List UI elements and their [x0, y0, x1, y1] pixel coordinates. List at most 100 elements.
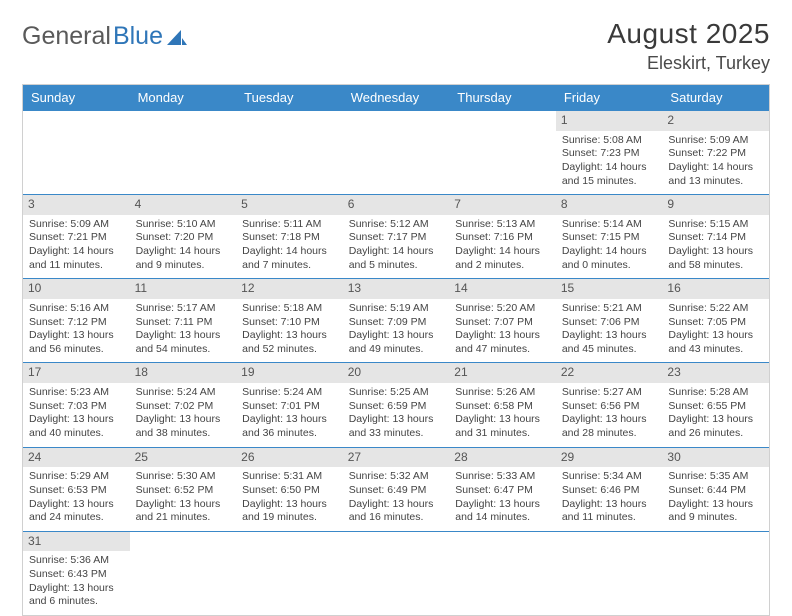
sunset-text: Sunset: 7:03 PM [29, 400, 124, 414]
week-row: 31Sunrise: 5:36 AMSunset: 6:43 PMDayligh… [23, 532, 769, 616]
day-cell: 21Sunrise: 5:26 AMSunset: 6:58 PMDayligh… [449, 363, 556, 446]
day-number: 9 [662, 195, 769, 215]
daylight-text: and 26 minutes. [668, 427, 763, 441]
day-number: 4 [130, 195, 237, 215]
daylight-text: and 47 minutes. [455, 343, 550, 357]
empty-cell [236, 111, 343, 194]
day-cell: 18Sunrise: 5:24 AMSunset: 7:02 PMDayligh… [130, 363, 237, 446]
sunrise-text: Sunrise: 5:35 AM [668, 470, 763, 484]
day-number: 23 [662, 363, 769, 383]
day-cell: 3Sunrise: 5:09 AMSunset: 7:21 PMDaylight… [23, 195, 130, 278]
daylight-text: and 0 minutes. [562, 259, 657, 273]
sunset-text: Sunset: 7:10 PM [242, 316, 337, 330]
day-cell: 23Sunrise: 5:28 AMSunset: 6:55 PMDayligh… [662, 363, 769, 446]
week-row: 3Sunrise: 5:09 AMSunset: 7:21 PMDaylight… [23, 195, 769, 279]
daylight-text: Daylight: 14 hours [455, 245, 550, 259]
daylight-text: and 21 minutes. [136, 511, 231, 525]
daylight-text: and 16 minutes. [349, 511, 444, 525]
daylight-text: and 38 minutes. [136, 427, 231, 441]
day-number: 28 [449, 448, 556, 468]
daylight-text: and 24 minutes. [29, 511, 124, 525]
daylight-text: and 14 minutes. [455, 511, 550, 525]
day-header: Sunday [23, 85, 130, 111]
daylight-text: Daylight: 14 hours [29, 245, 124, 259]
daylight-text: and 45 minutes. [562, 343, 657, 357]
day-cell: 27Sunrise: 5:32 AMSunset: 6:49 PMDayligh… [343, 448, 450, 531]
sunrise-text: Sunrise: 5:18 AM [242, 302, 337, 316]
day-number: 30 [662, 448, 769, 468]
day-number: 11 [130, 279, 237, 299]
sunset-text: Sunset: 7:02 PM [136, 400, 231, 414]
week-row: 17Sunrise: 5:23 AMSunset: 7:03 PMDayligh… [23, 363, 769, 447]
sunrise-text: Sunrise: 5:11 AM [242, 218, 337, 232]
sunrise-text: Sunrise: 5:33 AM [455, 470, 550, 484]
day-number: 2 [662, 111, 769, 131]
sunrise-text: Sunrise: 5:17 AM [136, 302, 231, 316]
day-number: 12 [236, 279, 343, 299]
week-row: 10Sunrise: 5:16 AMSunset: 7:12 PMDayligh… [23, 279, 769, 363]
daylight-text: Daylight: 13 hours [668, 245, 763, 259]
sunrise-text: Sunrise: 5:34 AM [562, 470, 657, 484]
daylight-text: and 6 minutes. [29, 595, 124, 609]
empty-cell [236, 532, 343, 615]
day-cell: 19Sunrise: 5:24 AMSunset: 7:01 PMDayligh… [236, 363, 343, 446]
day-cell: 4Sunrise: 5:10 AMSunset: 7:20 PMDaylight… [130, 195, 237, 278]
sunset-text: Sunset: 6:49 PM [349, 484, 444, 498]
empty-cell [556, 532, 663, 615]
daylight-text: Daylight: 14 hours [562, 161, 657, 175]
day-cell: 12 Sunrise: 5:18 AMSunset: 7:10 PMDayligh… [236, 279, 343, 362]
day-cell: 10Sunrise: 5:16 AMSunset: 7:12 PMDayligh… [23, 279, 130, 362]
sunrise-text: Sunrise: 5:25 AM [349, 386, 444, 400]
day-cell: 28Sunrise: 5:33 AMSunset: 6:47 PMDayligh… [449, 448, 556, 531]
daylight-text: and 9 minutes. [668, 511, 763, 525]
sunset-text: Sunset: 6:55 PM [668, 400, 763, 414]
day-cell: 29Sunrise: 5:34 AMSunset: 6:46 PMDayligh… [556, 448, 663, 531]
daylight-text: and 49 minutes. [349, 343, 444, 357]
sunrise-text: Sunrise: 5:24 AM [242, 386, 337, 400]
sunset-text: Sunset: 6:59 PM [349, 400, 444, 414]
daylight-text: Daylight: 13 hours [668, 413, 763, 427]
day-number: 27 [343, 448, 450, 468]
daylight-text: and 5 minutes. [349, 259, 444, 273]
day-header: Thursday [449, 85, 556, 111]
empty-cell [662, 532, 769, 615]
sunrise-text: Sunrise: 5:16 AM [29, 302, 124, 316]
daylight-text: Daylight: 13 hours [136, 413, 231, 427]
day-cell: 22Sunrise: 5:27 AMSunset: 6:56 PMDayligh… [556, 363, 663, 446]
empty-cell [23, 111, 130, 194]
sunset-text: Sunset: 7:22 PM [668, 147, 763, 161]
day-number: 5 [236, 195, 343, 215]
daylight-text: and 43 minutes. [668, 343, 763, 357]
day-cell: 31Sunrise: 5:36 AMSunset: 6:43 PMDayligh… [23, 532, 130, 615]
sunrise-text: Sunrise: 5:13 AM [455, 218, 550, 232]
day-number: 21 [449, 363, 556, 383]
sunrise-text: Sunrise: 5:19 AM [349, 302, 444, 316]
topbar: GeneralBlue August 2025 Eleskirt, Turkey [22, 18, 770, 74]
daylight-text: and 40 minutes. [29, 427, 124, 441]
daylight-text: Daylight: 13 hours [242, 329, 337, 343]
sunrise-text: Sunrise: 5:22 AM [668, 302, 763, 316]
daylight-text: and 58 minutes. [668, 259, 763, 273]
sunset-text: Sunset: 7:11 PM [136, 316, 231, 330]
day-number: 6 [343, 195, 450, 215]
daylight-text: Daylight: 14 hours [349, 245, 444, 259]
day-cell: 1Sunrise: 5:08 AMSunset: 7:23 PMDaylight… [556, 111, 663, 194]
sunset-text: Sunset: 7:18 PM [242, 231, 337, 245]
brand-logo: GeneralBlue [22, 22, 187, 51]
sunset-text: Sunset: 7:14 PM [668, 231, 763, 245]
day-header: Wednesday [343, 85, 450, 111]
sunrise-text: Sunrise: 5:21 AM [562, 302, 657, 316]
day-number: 13 [343, 279, 450, 299]
day-number: 20 [343, 363, 450, 383]
day-number: 1 [556, 111, 663, 131]
day-header-row: Sunday Monday Tuesday Wednesday Thursday… [23, 85, 769, 111]
day-cell: 6Sunrise: 5:12 AMSunset: 7:17 PMDaylight… [343, 195, 450, 278]
daylight-text: Daylight: 13 hours [29, 329, 124, 343]
empty-cell [449, 111, 556, 194]
day-number: 26 [236, 448, 343, 468]
sunrise-text: Sunrise: 5:31 AM [242, 470, 337, 484]
sunset-text: Sunset: 7:21 PM [29, 231, 124, 245]
sunrise-text: Sunrise: 5:20 AM [455, 302, 550, 316]
day-cell: 25Sunrise: 5:30 AMSunset: 6:52 PMDayligh… [130, 448, 237, 531]
daylight-text: and 52 minutes. [242, 343, 337, 357]
